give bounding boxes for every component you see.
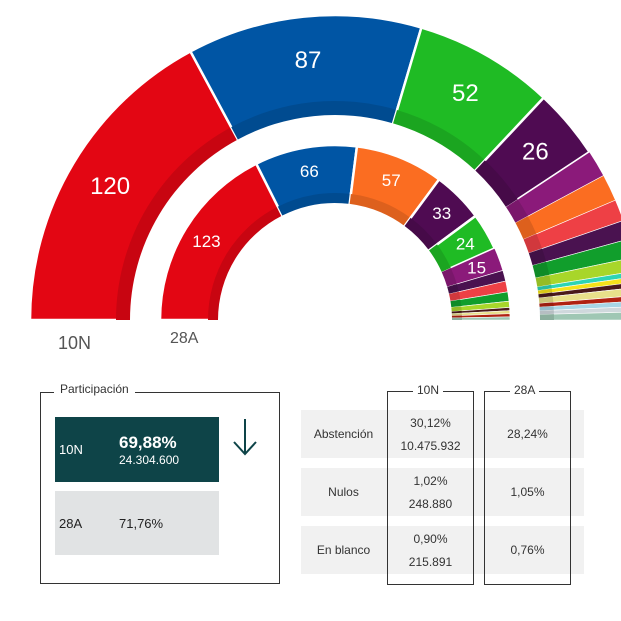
cell-10n-abst-abs: 10.475.932 — [400, 439, 461, 453]
participation-title: Participación — [54, 382, 135, 396]
seat-count-label: 120 — [90, 173, 130, 200]
ring-label-28a: 28A — [170, 330, 199, 347]
row-label-nulos: Nulos — [328, 485, 359, 499]
tile-label: 10N — [59, 442, 83, 457]
participation-votes: 24.304.600 — [119, 452, 180, 467]
row-label-abstencion: Abstención — [313, 427, 374, 441]
participation-percent: 71,76% — [119, 515, 164, 531]
seat-count-label: 57 — [382, 171, 401, 190]
cell-10n-blanco-abs: 215.891 — [408, 555, 453, 569]
arrow-down-icon — [233, 419, 257, 456]
column-header-10n: 10N — [413, 383, 444, 397]
parliament-chart: 120 87 52 26 123 66 57 33 24 15 — [28, 13, 621, 322]
row-label-en-blanco: En blanco — [316, 543, 371, 557]
table-row — [301, 526, 584, 574]
seat-count-label: 26 — [522, 139, 549, 166]
cell-10n-nulos-pct: 1,02% — [413, 474, 448, 488]
column-header-28a: 28A — [510, 383, 540, 397]
participation-10n-tile: 10N 69,88% 24.304.600 — [55, 417, 219, 482]
seat-count-label: 87 — [295, 47, 322, 74]
cell-10n-abst-pct: 30,12% — [410, 416, 451, 430]
table-row — [301, 468, 584, 516]
seat-count-label: 66 — [300, 162, 319, 181]
cell-28a-nulos: 1,05% — [510, 485, 545, 499]
participation-panel — [40, 392, 280, 584]
seat-count-label: 33 — [432, 204, 451, 223]
seat-count-label: 24 — [456, 235, 475, 254]
participation-28a-tile: 28A 71,76% — [55, 491, 219, 555]
cell-28a-abst: 28,24% — [507, 427, 548, 441]
table-row — [301, 410, 584, 458]
seat-count-label: 15 — [467, 259, 486, 278]
cell-10n-nulos-abs: 248.880 — [408, 497, 453, 511]
ring-label-10n: 10N — [58, 333, 92, 353]
tile-label: 28A — [59, 515, 83, 531]
cell-28a-blanco: 0,76% — [510, 543, 545, 557]
participation-percent: 69,88% — [119, 432, 177, 452]
seat-count-label: 123 — [192, 232, 220, 251]
seat-count-label: 52 — [452, 80, 479, 107]
cell-10n-blanco-pct: 0,90% — [413, 532, 448, 546]
